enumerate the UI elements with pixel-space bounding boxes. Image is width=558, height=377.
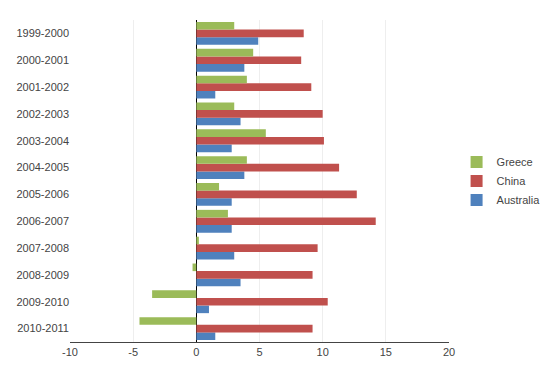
svg-text:Australia: Australia bbox=[497, 194, 541, 206]
svg-text:10: 10 bbox=[317, 346, 329, 358]
svg-text:2003-2004: 2003-2004 bbox=[16, 135, 69, 147]
svg-text:2001-2002: 2001-2002 bbox=[16, 81, 69, 93]
svg-text:2008-2009: 2008-2009 bbox=[16, 269, 69, 281]
svg-text:China: China bbox=[497, 175, 527, 187]
svg-text:-5: -5 bbox=[128, 346, 138, 358]
svg-text:20: 20 bbox=[443, 346, 455, 358]
svg-text:15: 15 bbox=[380, 346, 392, 358]
svg-text:5: 5 bbox=[256, 346, 262, 358]
svg-text:2000-2001: 2000-2001 bbox=[16, 54, 69, 66]
svg-text:-10: -10 bbox=[62, 346, 78, 358]
svg-text:2005-2006: 2005-2006 bbox=[16, 188, 69, 200]
svg-text:0: 0 bbox=[193, 346, 199, 358]
svg-text:2009-2010: 2009-2010 bbox=[16, 296, 69, 308]
svg-text:2002-2003: 2002-2003 bbox=[16, 108, 69, 120]
svg-text:1999-2000: 1999-2000 bbox=[16, 27, 69, 39]
svg-text:2004-2005: 2004-2005 bbox=[16, 161, 69, 173]
svg-text:2006-2007: 2006-2007 bbox=[16, 215, 69, 227]
svg-text:2007-2008: 2007-2008 bbox=[16, 242, 69, 254]
svg-text:Greece: Greece bbox=[497, 156, 533, 168]
svg-text:2010-2011: 2010-2011 bbox=[17, 322, 69, 334]
